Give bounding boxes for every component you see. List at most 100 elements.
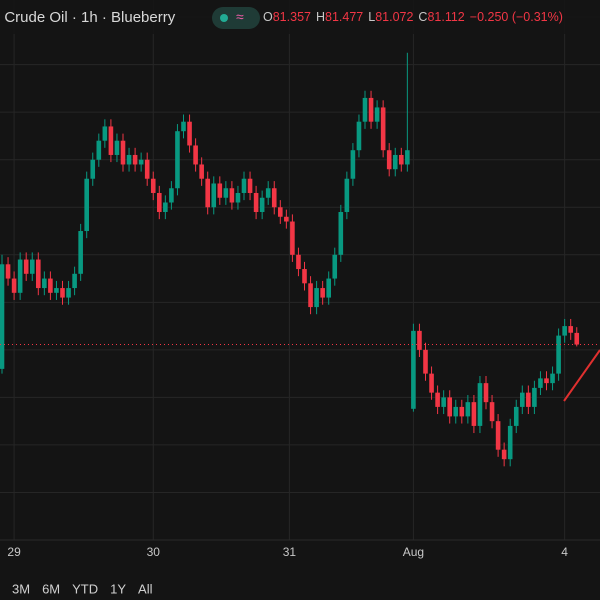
candle-body — [477, 383, 483, 426]
candle-body — [241, 178, 247, 193]
ohlc-value: 81.477 — [325, 10, 363, 24]
candle-body — [538, 378, 543, 388]
candle-body — [193, 145, 198, 165]
candle-body — [350, 150, 356, 179]
candle-body — [126, 154, 132, 165]
candle-body — [405, 150, 410, 165]
candle-body — [399, 154, 404, 165]
range-button[interactable]: 3M — [12, 581, 30, 596]
ohlc-prefix: H — [316, 10, 325, 24]
candle-body — [562, 326, 567, 336]
candles — [0, 52, 600, 467]
candle-body — [138, 159, 144, 165]
candle-body — [163, 202, 168, 213]
candle-body — [114, 140, 120, 155]
x-tick-label: 4 — [561, 545, 568, 559]
candle-body — [320, 288, 325, 298]
candle-body — [211, 183, 217, 208]
candle-body — [501, 449, 507, 460]
candle-body — [181, 121, 186, 132]
range-button[interactable]: All — [138, 581, 153, 596]
candle-body — [17, 259, 23, 293]
candle-body — [471, 402, 477, 426]
candle-body — [96, 140, 102, 160]
range-button[interactable]: 6M — [42, 581, 60, 596]
candle-body — [199, 164, 204, 179]
candle-body — [447, 397, 452, 417]
candle-body — [392, 154, 398, 170]
candle-body — [326, 278, 331, 298]
status-chip[interactable] — [212, 7, 260, 29]
candle-body — [338, 212, 344, 255]
x-axis: 29 30 31 Aug 4 — [0, 539, 600, 559]
ohlc-value: 81.072 — [375, 10, 413, 24]
bottom-bar — [0, 572, 600, 600]
candle-body — [150, 178, 156, 193]
ohlc-prefix: L — [368, 10, 375, 24]
candle-body — [36, 259, 41, 289]
candle-body — [374, 107, 380, 122]
candle-body — [483, 383, 489, 403]
candle-body — [54, 288, 59, 293]
candle-body — [66, 288, 71, 298]
change: −0.250 (−0.31%) — [470, 10, 563, 24]
header-bg — [0, 0, 600, 34]
candle-body — [332, 254, 338, 279]
candle-body — [435, 392, 440, 407]
ohlc-prefix: O — [263, 10, 273, 24]
candle-body — [284, 216, 289, 222]
candle-body — [247, 178, 253, 193]
range-buttons: 3M 6M YTD 1Y All — [0, 572, 600, 600]
candle-body — [513, 406, 519, 426]
trend-drawing — [563, 349, 600, 402]
chart-title: I Crude Oil · 1h · Blueberry — [0, 9, 176, 26]
candle-body — [205, 178, 210, 208]
ohlc-value: 81.112 — [427, 10, 464, 24]
candle-body — [507, 425, 513, 460]
candle-body — [380, 107, 386, 151]
candle-body — [368, 97, 374, 122]
candle-body — [417, 330, 422, 350]
x-tick-label: Aug — [403, 545, 424, 559]
candle-body — [29, 259, 35, 274]
candle-body — [386, 150, 392, 170]
candle-body — [235, 192, 241, 203]
x-tick-label: 29 — [7, 545, 21, 559]
candle-body — [253, 192, 259, 213]
candle-body — [459, 406, 465, 417]
candle-body — [5, 264, 11, 279]
candle-body — [42, 278, 47, 289]
candle-body — [411, 330, 416, 409]
candle-body — [132, 154, 138, 165]
candle-body — [60, 288, 65, 298]
candle-body — [169, 188, 174, 203]
candle-body — [217, 183, 223, 198]
range-button[interactable]: YTD — [72, 581, 98, 596]
candle-body — [229, 188, 235, 203]
candle-body — [544, 378, 549, 384]
candle-body — [441, 397, 446, 407]
candle-body — [574, 332, 580, 345]
candle-body — [11, 278, 17, 293]
candle-body — [187, 121, 192, 146]
candle-body — [526, 392, 531, 407]
candle-body — [556, 335, 561, 374]
ohlc-readout: O81.357 H81.477 L81.072 C81.112 −0.250 (−0.3… — [263, 10, 563, 24]
candle-body — [72, 273, 77, 289]
candle-body — [489, 402, 495, 422]
candle-body — [302, 269, 307, 284]
candle-body — [120, 140, 126, 165]
candle-body — [296, 254, 301, 270]
candle-body — [532, 387, 537, 407]
range-button[interactable]: 1Y — [110, 581, 126, 596]
status-icon: ≈ — [236, 9, 244, 25]
candle-body — [48, 278, 53, 293]
candle-body — [102, 126, 108, 141]
candle-body — [90, 159, 96, 179]
candle-body — [568, 326, 573, 333]
candle-body — [550, 373, 555, 384]
ohlc-value: 81.357 — [273, 10, 311, 24]
